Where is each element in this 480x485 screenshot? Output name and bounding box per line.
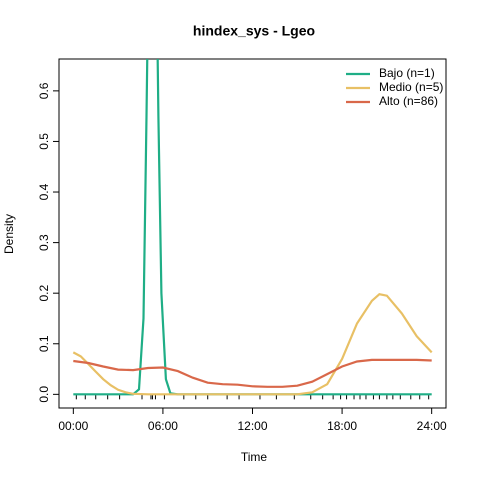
y-tick-label: 0.5 bbox=[37, 133, 51, 150]
x-tick-label: 18:00 bbox=[327, 419, 357, 433]
y-tick-label: 0.0 bbox=[37, 386, 51, 403]
y-tick-label: 0.6 bbox=[37, 82, 51, 99]
y-tick-label: 0.2 bbox=[37, 285, 51, 302]
chart-title: hindex_sys - Lgeo bbox=[193, 23, 315, 39]
y-tick-label: 0.3 bbox=[37, 234, 51, 251]
legend-label: Bajo (n=1) bbox=[379, 66, 435, 80]
x-tick-label: 12:00 bbox=[237, 419, 267, 433]
density-line bbox=[72, 293, 433, 396]
density-line bbox=[73, 59, 432, 396]
x-tick-label: 06:00 bbox=[148, 419, 178, 433]
x-tick-label: 24:00 bbox=[417, 419, 447, 433]
legend-label: Alto (n=86) bbox=[379, 94, 438, 108]
y-tick-label: 0.1 bbox=[37, 335, 51, 352]
x-tick-label: 00:00 bbox=[58, 419, 88, 433]
y-tick-label: 0.4 bbox=[37, 183, 51, 200]
density-line bbox=[73, 358, 432, 388]
x-axis-label: Time bbox=[241, 450, 268, 464]
plot-area bbox=[72, 59, 433, 400]
legend-label: Medio (n=5) bbox=[379, 80, 443, 94]
y-axis-label: Density bbox=[2, 214, 16, 254]
